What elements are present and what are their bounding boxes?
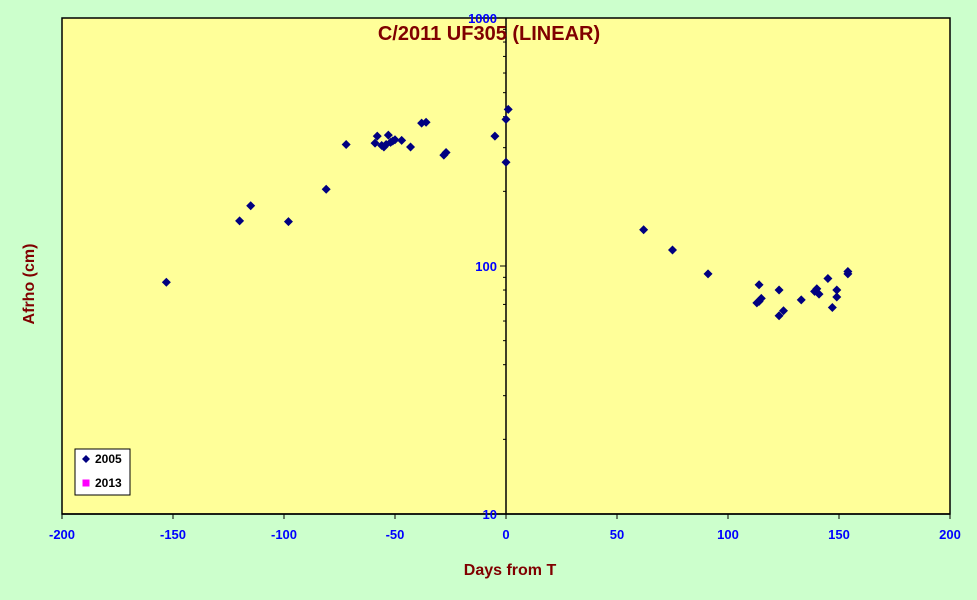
data-point-2005 — [832, 292, 842, 302]
data-point-2005 — [490, 131, 500, 141]
data-point-2005 — [406, 142, 416, 152]
x-tick-label: 200 — [939, 527, 961, 542]
x-tick-label: -150 — [160, 527, 186, 542]
data-point-2005 — [503, 104, 513, 114]
data-point-2005 — [501, 114, 511, 124]
y-tick-label: 10 — [483, 507, 497, 522]
data-point-2005 — [823, 274, 833, 284]
x-tick-label: -100 — [271, 527, 297, 542]
data-point-2005 — [668, 245, 677, 255]
data-point-2005 — [703, 269, 713, 279]
data-point-2005 — [441, 147, 451, 157]
x-tick-label: 150 — [828, 527, 850, 542]
data-point-2005 — [774, 285, 784, 295]
y-axis-title: Afrho (cm) — [21, 244, 38, 325]
data-point-2005 — [501, 157, 511, 167]
legend: 2005 2013 — [74, 448, 131, 496]
data-point-2005 — [814, 289, 824, 299]
data-point-2005 — [796, 295, 806, 305]
ticks: -200 -150 -100 -50 0 50 100 150 200 10 100 1000 — [49, 11, 961, 542]
y-tick-label: 1000 — [468, 11, 497, 26]
data-point-2005 — [370, 138, 380, 148]
data-point-2005 — [754, 280, 764, 290]
data-point-2005 — [390, 135, 400, 145]
data-point-2005 — [397, 135, 407, 145]
x-tick-label: 100 — [717, 527, 739, 542]
x-tick-label: -200 — [49, 527, 75, 542]
data-point-2005 — [321, 184, 331, 194]
data-point-2005 — [756, 293, 766, 303]
chart-title: C/2011 UF305 (LINEAR) — [378, 23, 600, 45]
data-point-2005 — [372, 131, 382, 141]
data-point-2005 — [832, 285, 842, 295]
x-tick-label: 0 — [502, 527, 509, 542]
data-point-2005 — [843, 267, 853, 277]
data-point-2005 — [235, 216, 245, 226]
legend-marker-2005 — [82, 455, 90, 463]
data-point-2005 — [383, 130, 393, 140]
y-tick-label: 100 — [475, 259, 497, 274]
legend-label-2013: 2013 — [95, 476, 122, 490]
data-point-2005 — [774, 311, 784, 321]
data-point-2005 — [246, 201, 256, 211]
legend-label-2005: 2005 — [95, 452, 122, 466]
x-tick-label: 50 — [610, 527, 624, 542]
legend-marker-2013 — [82, 479, 90, 487]
data-point-2005 — [421, 117, 431, 127]
x-axis-title: Days from T — [464, 562, 557, 579]
data-point-2005 — [161, 277, 171, 287]
data-point-2005 — [779, 306, 788, 316]
legend-box — [74, 448, 131, 496]
data-point-2005 — [827, 303, 837, 313]
data-point-2005 — [341, 139, 351, 149]
x-tick-label: -50 — [386, 527, 405, 542]
data-point-2005 — [283, 217, 293, 227]
data-point-2005 — [639, 225, 649, 235]
data-points — [161, 104, 853, 321]
